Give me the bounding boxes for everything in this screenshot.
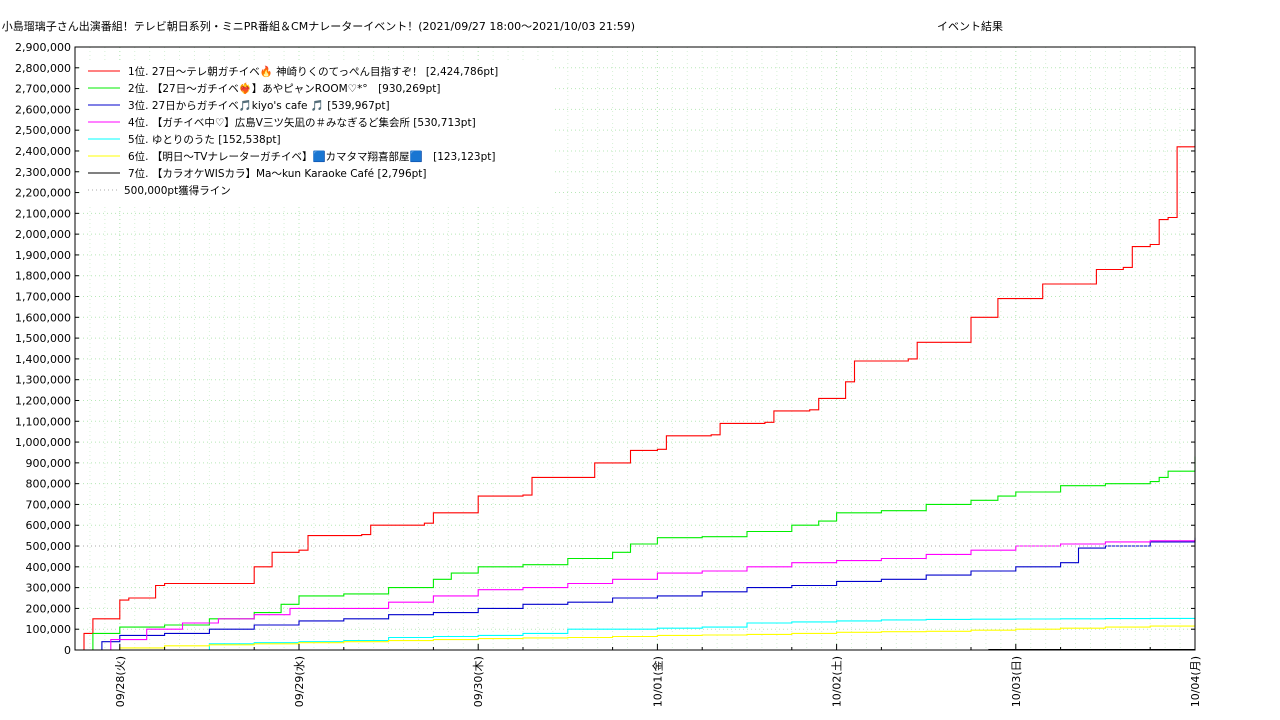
legend-label-7: 7位. 【カラオケWISカラ】Ma〜kun Karaoke Café [2,79… <box>128 167 427 180</box>
legend: 1位. 27日〜テレ朝ガチイベ🔥 神崎りくのてっぺん目指すぞ！ [2,424,7… <box>80 60 555 206</box>
y-tick-label: 1,100,000 <box>15 415 71 428</box>
y-tick-label: 800,000 <box>26 478 72 491</box>
y-tick-label: 1,200,000 <box>15 394 71 407</box>
legend-label-6: 6位. 【明日〜TVナレーターガチイベ】🟦カマタマ翔喜部屋🟦 [123,123p… <box>128 150 496 163</box>
y-tick-label: 700,000 <box>26 498 72 511</box>
y-tick-label: 2,100,000 <box>15 207 71 220</box>
series-line-4 <box>75 539 1196 651</box>
y-tick-label: 2,900,000 <box>15 41 71 54</box>
y-tick-label: 400,000 <box>26 561 72 574</box>
x-tick-label: 10/01(金) <box>650 656 664 707</box>
y-tick-label: 900,000 <box>26 457 72 470</box>
chart-title: 和牛＆小島瑠璃子さん出演番組！テレビ朝日系列・ミニPR番組＆CMナレーターイベン… <box>0 19 635 33</box>
legend-label-2: 2位. 【27日〜ガチイベ❤️‍🔥】あやピャンROOM♡*° [930,269p… <box>128 82 440 95</box>
y-tick-label: 100,000 <box>26 623 72 636</box>
y-tick-label: 300,000 <box>26 582 72 595</box>
y-tick-label: 1,000,000 <box>15 436 71 449</box>
x-tick-label: 09/28(火) <box>114 656 127 707</box>
y-tick-label: 1,500,000 <box>15 332 71 345</box>
y-tick-label: 2,500,000 <box>15 124 71 137</box>
series-line-1 <box>75 145 1196 651</box>
legend-label-3: 3位. 27日からガチイベ🎵kiyo's cafe 🎵 [539,967pt] <box>128 99 390 112</box>
y-tick-label: 2,800,000 <box>15 62 71 75</box>
x-tick-label: 09/29(水) <box>293 656 306 707</box>
y-tick-label: 1,300,000 <box>15 374 71 387</box>
legend-label-4: 4位. 【ガチイベ中♡】広島V三ツ矢凪の＃みなぎるど集会所 [530,713pt… <box>128 116 476 129</box>
y-tick-label: 600,000 <box>26 519 72 532</box>
y-tick-label: 1,600,000 <box>15 311 71 324</box>
y-tick-label: 2,400,000 <box>15 145 71 158</box>
chart-subtitle: イベント結果 <box>937 19 1003 33</box>
y-tick-label: 1,700,000 <box>15 291 71 304</box>
x-tick-label: 10/04(月) <box>1189 656 1202 707</box>
series-line-6 <box>75 624 1196 651</box>
legend-label-8: 500,000pt獲得ライン <box>124 184 231 197</box>
plot-frame <box>74 46 1196 651</box>
y-axis: 0 100,000 200,000 300,000 400,000 500,000 600,… <box>15 41 1195 657</box>
legend-label-5: 5位. ゆとりのうた [152,538pt] <box>128 133 281 146</box>
y-tick-label: 2,000,000 <box>15 228 71 241</box>
y-tick-label: 1,400,000 <box>15 353 71 366</box>
x-tick-label: 10/02(土) <box>831 656 844 707</box>
series-line-2 <box>75 456 1196 651</box>
y-tick-label: 2,200,000 <box>15 187 71 200</box>
y-tick-label: 500,000 <box>26 540 72 553</box>
y-tick-label: 1,800,000 <box>15 270 71 283</box>
y-tick-label: 1,900,000 <box>15 249 71 262</box>
series-line-3 <box>75 537 1196 651</box>
series-lines <box>75 145 1196 651</box>
y-tick-label: 2,700,000 <box>15 83 71 96</box>
y-tick-label: 0 <box>64 644 71 657</box>
x-tick-label: 10/03(日) <box>1010 656 1023 707</box>
y-tick-label: 2,600,000 <box>15 103 71 116</box>
x-axis: 09/28(火) 09/29(水) 09/30(木) 10/01(金) 10/02(土)… <box>74 644 1202 707</box>
y-tick-label: 200,000 <box>26 602 72 615</box>
series-line-5 <box>75 617 1196 651</box>
legend-label-1: 1位. 27日〜テレ朝ガチイベ🔥 神崎りくのてっぺん目指すぞ！ [2,424,7… <box>128 65 498 78</box>
y-tick-label: 2,300,000 <box>15 166 71 179</box>
x-tick-label: 09/30(木) <box>472 656 485 707</box>
legend-background <box>80 60 555 206</box>
